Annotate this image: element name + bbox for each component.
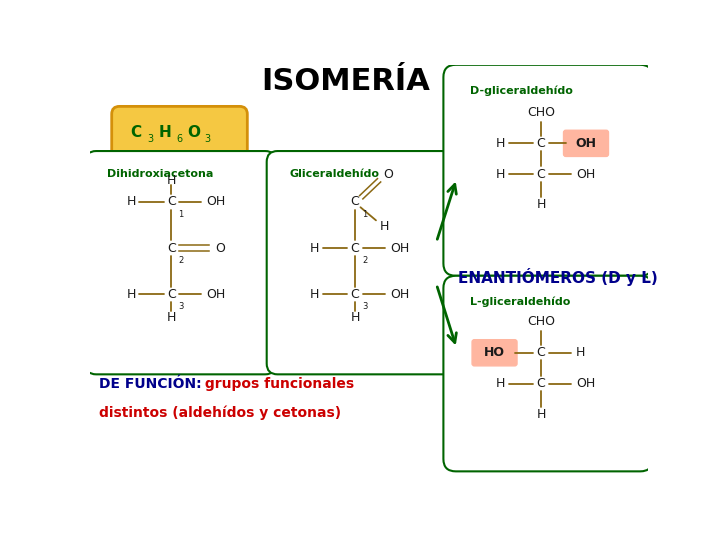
Text: C: C (167, 195, 176, 208)
Text: distintos (aldehídos y cetonas): distintos (aldehídos y cetonas) (99, 406, 341, 420)
FancyBboxPatch shape (86, 151, 276, 374)
Text: OH: OH (206, 195, 225, 208)
Text: H: H (380, 220, 390, 233)
Text: L-gliceraldehído: L-gliceraldehído (469, 296, 570, 307)
Text: DE FUNCIÓN:: DE FUNCIÓN: (99, 376, 202, 390)
Text: OH: OH (206, 288, 225, 301)
Text: C: C (167, 241, 176, 254)
Text: grupos funcionales: grupos funcionales (200, 376, 354, 390)
Text: H: H (496, 137, 505, 150)
Text: C: C (536, 167, 546, 181)
Text: C: C (536, 346, 546, 359)
Text: H: H (167, 174, 176, 187)
Text: C: C (536, 137, 546, 150)
Text: C: C (130, 125, 141, 140)
Text: H: H (167, 311, 176, 324)
Text: HO: HO (484, 346, 505, 359)
Text: H: H (496, 377, 505, 390)
Text: 3: 3 (204, 134, 211, 144)
Text: 3: 3 (179, 302, 184, 311)
Text: C: C (536, 377, 546, 390)
Text: CHO: CHO (527, 106, 555, 119)
Text: 3: 3 (148, 134, 153, 144)
Text: C: C (351, 288, 359, 301)
Text: OH: OH (576, 377, 595, 390)
Text: H: H (158, 125, 171, 140)
Text: H: H (310, 241, 320, 254)
Text: O: O (384, 167, 394, 181)
Text: OH: OH (575, 137, 596, 150)
Text: H: H (351, 311, 360, 324)
Text: C: C (351, 241, 359, 254)
Text: ISOMERÍA: ISOMERÍA (261, 68, 430, 96)
Text: H: H (127, 288, 136, 301)
Text: 3: 3 (362, 302, 367, 311)
Text: H: H (496, 167, 505, 181)
Text: 6: 6 (176, 134, 182, 144)
FancyBboxPatch shape (444, 276, 652, 471)
FancyBboxPatch shape (564, 130, 608, 157)
Text: H: H (310, 288, 320, 301)
Text: ENANTIÓMEROS (D y L): ENANTIÓMEROS (D y L) (458, 267, 658, 286)
FancyBboxPatch shape (266, 151, 457, 374)
Text: H: H (127, 195, 136, 208)
FancyBboxPatch shape (444, 65, 652, 276)
Text: Dihidroxiacetona: Dihidroxiacetona (107, 169, 213, 179)
Text: C: C (351, 195, 359, 208)
Text: OH: OH (576, 167, 595, 181)
Text: Gliceraldehído: Gliceraldehído (290, 169, 380, 179)
Text: H: H (536, 408, 546, 421)
Text: C: C (167, 288, 176, 301)
Text: OH: OH (390, 241, 409, 254)
Text: O: O (215, 241, 225, 254)
Text: OH: OH (390, 288, 409, 301)
Text: 1: 1 (362, 210, 367, 219)
Text: 2: 2 (179, 256, 184, 265)
Text: H: H (536, 198, 546, 212)
FancyBboxPatch shape (112, 106, 248, 159)
Text: CHO: CHO (527, 315, 555, 328)
Text: H: H (576, 346, 585, 359)
FancyBboxPatch shape (472, 340, 517, 366)
Text: O: O (187, 125, 200, 140)
Text: D-gliceraldehído: D-gliceraldehído (469, 86, 572, 96)
Text: 1: 1 (179, 210, 184, 219)
Text: 2: 2 (362, 256, 367, 265)
